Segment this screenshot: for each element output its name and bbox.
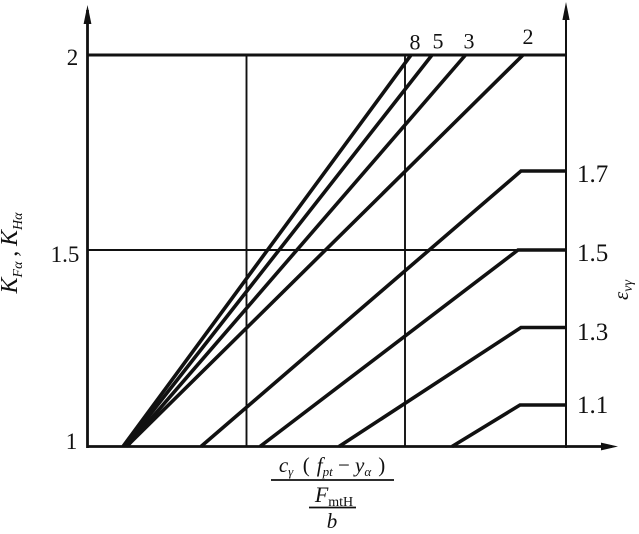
svg-text:1.5: 1.5	[577, 240, 608, 267]
svg-text:5: 5	[433, 29, 444, 54]
svg-text:KFα , KHα: KFα , KHα	[0, 212, 26, 295]
svg-text:cγ ( fpt − yα ): cγ ( fpt − yα )	[279, 453, 385, 479]
svg-text:2: 2	[523, 24, 534, 49]
svg-text:2: 2	[67, 45, 79, 70]
svg-text:1.1: 1.1	[577, 392, 608, 419]
svg-text:FmtH: FmtH	[314, 482, 353, 510]
svg-text:εvγ: εvγ	[609, 280, 636, 300]
svg-text:3: 3	[464, 29, 475, 54]
svg-text:1.5: 1.5	[51, 242, 80, 267]
svg-text:b: b	[327, 509, 338, 533]
svg-text:8: 8	[410, 30, 421, 55]
svg-text:1.7: 1.7	[577, 161, 608, 188]
svg-text:1: 1	[66, 429, 78, 454]
svg-text:1.3: 1.3	[577, 319, 608, 346]
